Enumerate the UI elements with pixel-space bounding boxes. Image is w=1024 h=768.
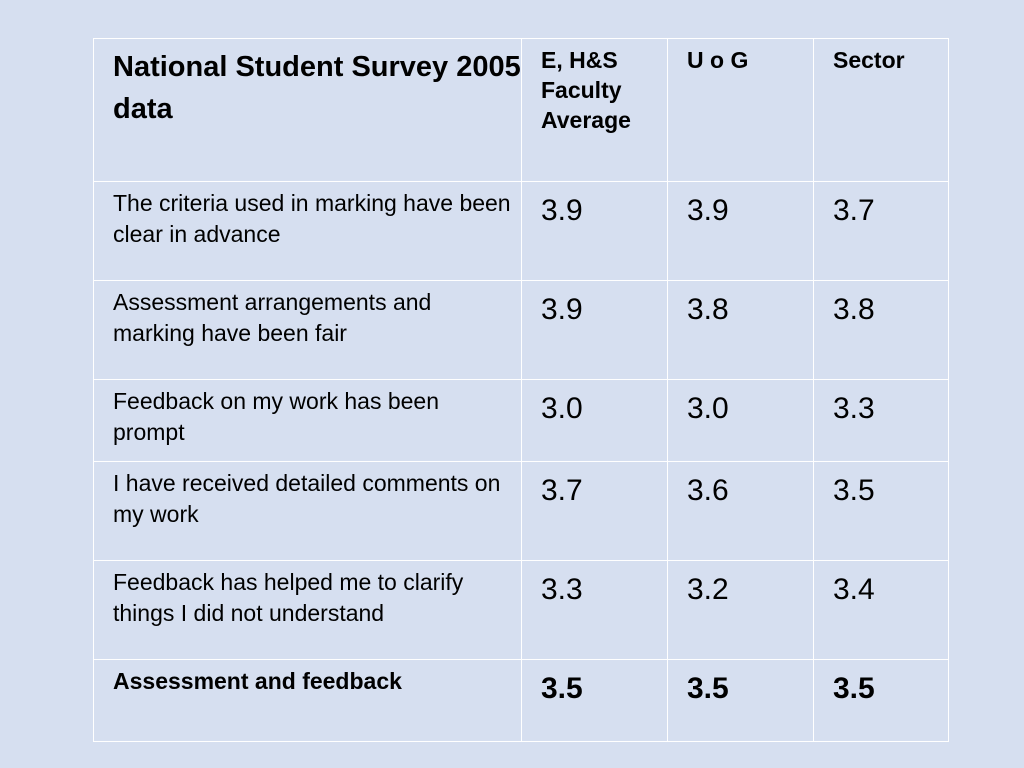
value-cell: 3.3 — [813, 379, 949, 462]
table-row: Assessment arrangements and marking have… — [93, 280, 949, 380]
table-row: Feedback has helped me to clarify things… — [93, 560, 949, 660]
row-label-total: Assessment and feedback — [113, 668, 402, 694]
value-uog: 3.8 — [687, 293, 729, 326]
table-row-total: Assessment and feedback 3.5 3.5 3.5 — [93, 659, 949, 742]
value-uog-total: 3.5 — [687, 672, 729, 705]
value-cell: 3.7 — [521, 461, 668, 561]
value-faculty: 3.9 — [541, 194, 583, 227]
table-row: The criteria used in marking have been c… — [93, 181, 949, 281]
row-label: Assessment arrangements and marking have… — [113, 289, 432, 346]
value-cell: 3.0 — [521, 379, 668, 462]
value-cell: 3.9 — [521, 280, 668, 380]
value-cell: 3.4 — [813, 560, 949, 660]
value-uog: 3.0 — [687, 392, 729, 425]
row-label: The criteria used in marking have been c… — [113, 190, 511, 247]
table-title: National Student Survey 2005 data — [113, 51, 521, 125]
row-label-cell: Assessment and feedback — [93, 659, 522, 742]
survey-table: National Student Survey 2005 data E, H&S… — [93, 38, 949, 742]
column-header-cell: U o G — [667, 38, 814, 182]
value-cell: 3.6 — [667, 461, 814, 561]
column-header-sector: Sector — [833, 47, 905, 73]
value-cell: 3.8 — [813, 280, 949, 380]
row-label-cell: The criteria used in marking have been c… — [93, 181, 522, 281]
row-label-cell: I have received detailed comments on my … — [93, 461, 522, 561]
value-cell: 3.3 — [521, 560, 668, 660]
value-cell: 3.5 — [813, 659, 949, 742]
value-cell: 3.2 — [667, 560, 814, 660]
value-cell: 3.7 — [813, 181, 949, 281]
value-cell: 3.0 — [667, 379, 814, 462]
value-sector: 3.3 — [833, 392, 875, 425]
column-header-cell: E, H&S Faculty Average — [521, 38, 668, 182]
row-label: Feedback has helped me to clarify things… — [113, 569, 464, 626]
column-header-cell: Sector — [813, 38, 949, 182]
value-uog: 3.6 — [687, 474, 729, 507]
value-cell: 3.8 — [667, 280, 814, 380]
value-faculty: 3.0 — [541, 392, 583, 425]
value-faculty-total: 3.5 — [541, 672, 583, 705]
value-cell: 3.9 — [667, 181, 814, 281]
column-header-faculty: E, H&S Faculty Average — [541, 47, 631, 133]
value-cell: 3.5 — [521, 659, 668, 742]
value-uog: 3.2 — [687, 573, 729, 606]
value-sector: 3.8 — [833, 293, 875, 326]
value-faculty: 3.9 — [541, 293, 583, 326]
row-label: Feedback on my work has been prompt — [113, 388, 440, 445]
value-uog: 3.9 — [687, 194, 729, 227]
value-cell: 3.5 — [667, 659, 814, 742]
value-cell: 3.9 — [521, 181, 668, 281]
row-label-cell: Feedback has helped me to clarify things… — [93, 560, 522, 660]
table-title-cell: National Student Survey 2005 data — [93, 38, 522, 182]
row-label-cell: Assessment arrangements and marking have… — [93, 280, 522, 380]
value-sector: 3.4 — [833, 573, 875, 606]
value-sector-total: 3.5 — [833, 672, 875, 705]
value-faculty: 3.3 — [541, 573, 583, 606]
value-faculty: 3.7 — [541, 474, 583, 507]
row-label-cell: Feedback on my work has been prompt — [93, 379, 522, 462]
value-sector: 3.7 — [833, 194, 875, 227]
value-sector: 3.5 — [833, 474, 875, 507]
table-row: Feedback on my work has been prompt 3.0 … — [93, 379, 949, 462]
value-cell: 3.5 — [813, 461, 949, 561]
table-header-row: National Student Survey 2005 data E, H&S… — [93, 38, 949, 182]
table-row: I have received detailed comments on my … — [93, 461, 949, 561]
row-label: I have received detailed comments on my … — [113, 470, 501, 527]
column-header-uog: U o G — [687, 47, 749, 73]
